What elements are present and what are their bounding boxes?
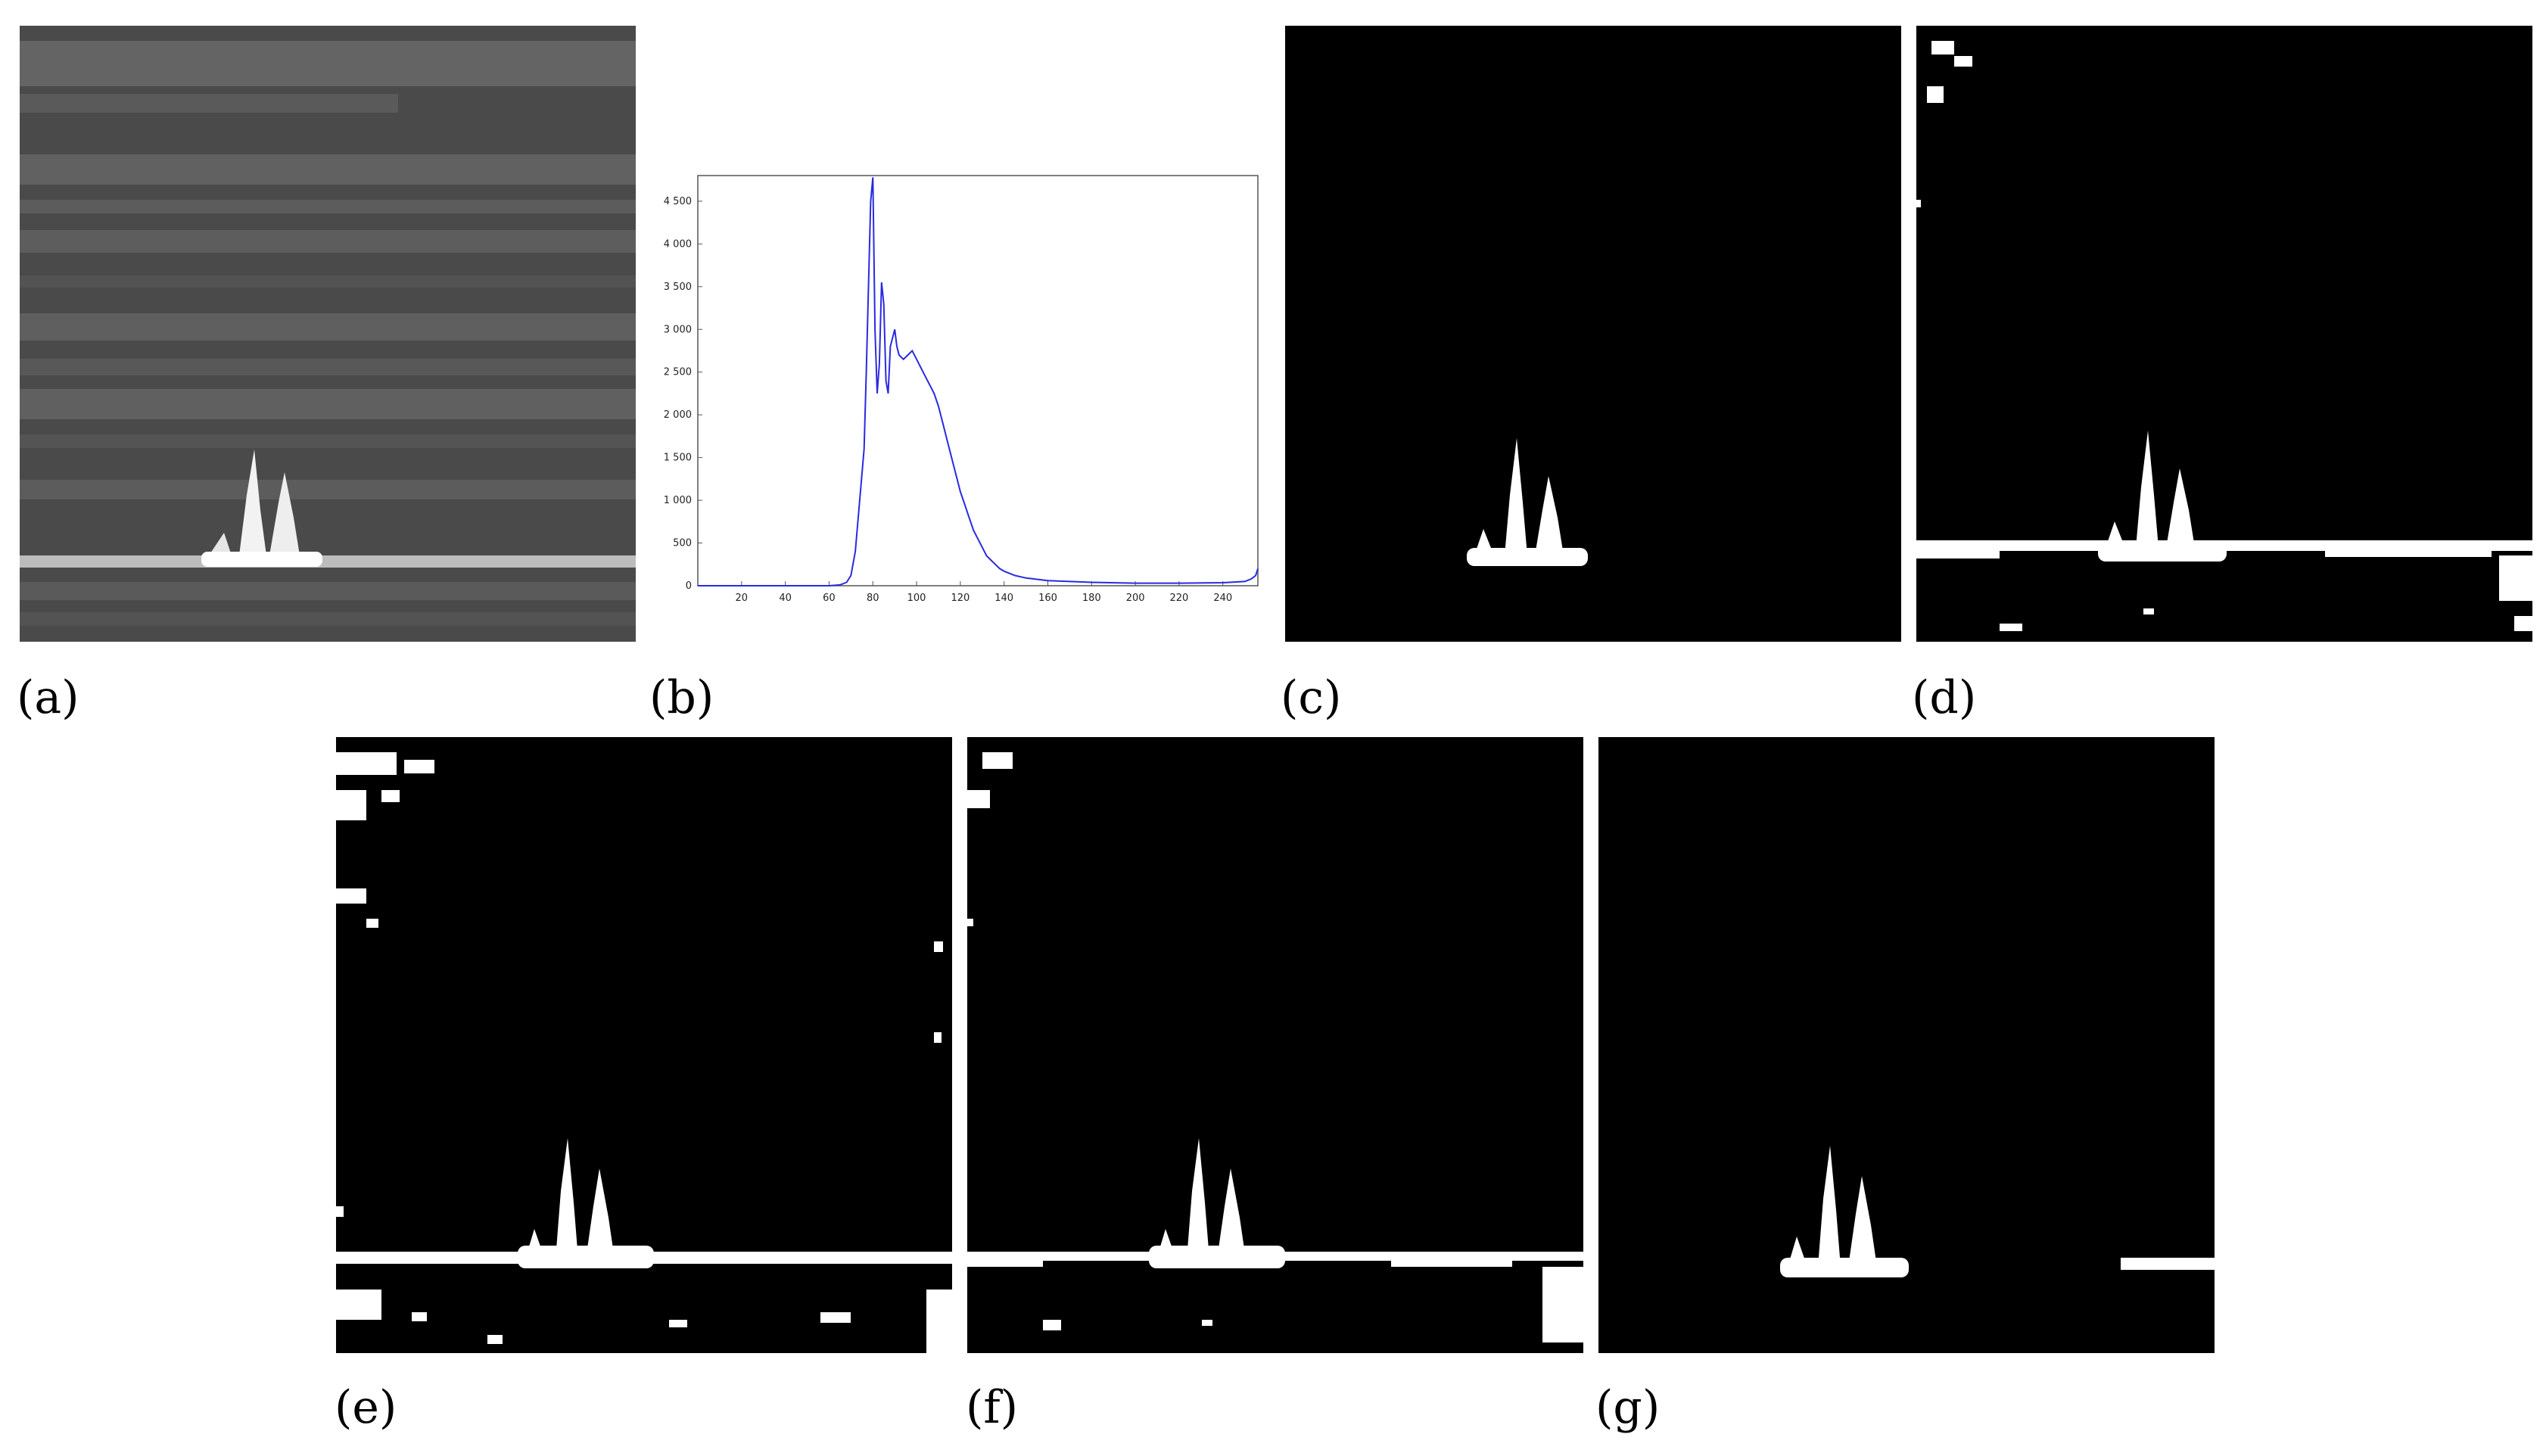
x-tick-label: 40	[779, 593, 792, 604]
panel-d-mask	[1916, 26, 2532, 642]
caption-e: (e)	[335, 1381, 397, 1434]
y-tick-label: 3 000	[664, 324, 692, 335]
x-tick-label: 80	[867, 593, 879, 604]
y-tick-label: 500	[673, 538, 692, 549]
caption-a: (a)	[17, 671, 79, 724]
binary-mask-e	[336, 737, 952, 1353]
caption-b: (b)	[649, 671, 714, 724]
binary-mask-c	[1285, 26, 1901, 642]
caption-g: (g)	[1595, 1381, 1661, 1434]
binary-mask-g	[1598, 737, 2215, 1353]
x-tick-label: 60	[823, 593, 836, 604]
y-tick-label: 1 500	[664, 453, 692, 464]
panel-b-histogram: 20 40 60 80 100 120 140 160 180 200 220 240 0 500 1 00…	[643, 151, 1272, 621]
sailboat-mask-c	[1467, 438, 1588, 566]
x-tick-label: 180	[1082, 593, 1101, 604]
panel-g-mask	[1598, 737, 2215, 1353]
caption-d: (d)	[1912, 671, 1977, 724]
binary-mask-f	[967, 737, 1583, 1353]
caption-c: (c)	[1281, 671, 1342, 724]
y-tick-label: 1 000	[664, 495, 692, 506]
y-tick-label: 4 500	[664, 196, 692, 207]
x-tick-label: 120	[951, 593, 970, 604]
x-tick-label: 160	[1038, 593, 1057, 604]
x-tick-label: 240	[1213, 593, 1232, 604]
binary-mask-d	[1916, 26, 2532, 642]
y-tick-label: 2 500	[664, 367, 692, 378]
x-tick-label: 100	[907, 593, 926, 604]
panel-c-mask	[1285, 26, 1901, 642]
sailboat-photo	[20, 26, 636, 642]
histogram-chart: 20 40 60 80 100 120 140 160 180 200 220 240 0 500 1 00…	[664, 175, 1259, 604]
panel-a-photo	[20, 26, 636, 642]
y-tick-label: 4 000	[664, 238, 692, 250]
panel-f-mask	[967, 737, 1583, 1353]
x-tick-label: 140	[994, 593, 1013, 604]
histogram-line	[698, 177, 1259, 586]
x-tick-label: 220	[1170, 593, 1189, 604]
y-tick-label: 0	[686, 580, 692, 592]
y-tick-label: 2 000	[664, 409, 692, 421]
plot-frame	[697, 175, 1259, 586]
x-tick-label: 20	[736, 593, 749, 604]
x-tick-label: 200	[1126, 593, 1145, 604]
panel-e-mask	[336, 737, 952, 1353]
caption-f: (f)	[966, 1381, 1019, 1434]
y-tick-label: 3 500	[664, 282, 692, 293]
